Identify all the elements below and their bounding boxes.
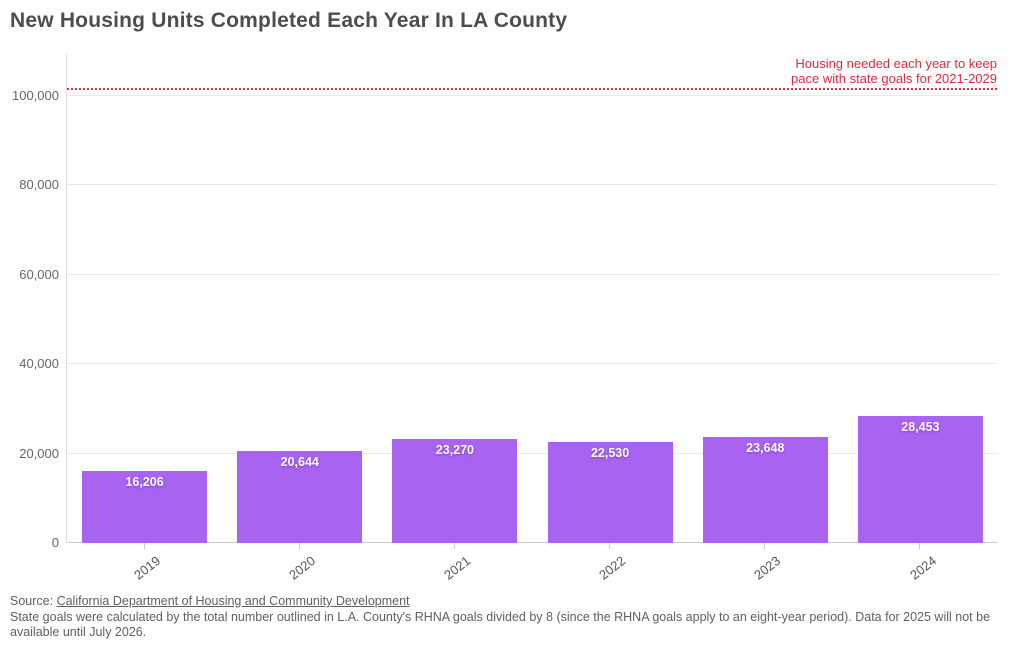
bar-value-label: 28,453	[901, 419, 940, 434]
goal-line-annotation: Housing needed each year to keep pace wi…	[791, 56, 997, 86]
plot-area: 0 20,000 40,000 60,000 80,000 100,000 16,206 20…	[12, 54, 998, 550]
bar-2023[interactable]: 23,648	[702, 437, 828, 543]
footnote: State goals were calculated by the total…	[10, 609, 991, 640]
x-tick	[609, 543, 611, 549]
bar-value-label: 16,206	[125, 474, 164, 489]
y-tick-label: 80,000	[19, 177, 59, 193]
y-tick-label: 20,000	[19, 445, 59, 461]
y-tick-label: 40,000	[19, 356, 59, 372]
x-tick-label-2023: 2023	[751, 553, 784, 583]
x-axis-line	[67, 542, 998, 543]
bar-value-label: 20,644	[280, 454, 319, 469]
source-line: Source: California Department of Housing…	[10, 594, 1012, 610]
gridline	[67, 95, 998, 96]
bar-2021[interactable]: 23,270	[392, 438, 518, 543]
gridline	[67, 452, 998, 454]
bar-2020[interactable]: 20,644	[237, 450, 363, 543]
x-tick	[453, 543, 455, 549]
bar-value-label: 23,648	[746, 441, 785, 456]
goal-annotation-line2: pace with state goals for 2021-2029	[791, 71, 997, 86]
bar-2022[interactable]: 22,530	[547, 442, 673, 543]
bar-2019[interactable]: 16,206	[82, 470, 208, 543]
source-link[interactable]: California Department of Housing and Com…	[56, 594, 410, 608]
x-tick-label-2019: 2019	[130, 553, 163, 583]
x-tick-label-2022: 2022	[596, 553, 629, 583]
x-tick	[919, 543, 921, 549]
x-tick	[764, 543, 766, 549]
y-tick-label: 60,000	[19, 266, 59, 282]
bar-value-label: 22,530	[590, 446, 630, 461]
gridline	[67, 273, 998, 275]
goal-annotation-line1: Housing needed each year to keep	[795, 56, 997, 71]
x-tick-label-2021: 2021	[441, 553, 474, 583]
x-tick	[143, 543, 145, 549]
bar-2024[interactable]: 28,453	[857, 415, 983, 543]
x-tick-label-2020: 2020	[285, 553, 318, 583]
y-tick-label: 0	[51, 535, 59, 550]
x-tick	[298, 543, 300, 549]
goal-dotted-line	[67, 88, 997, 91]
chart-footer: Source: California Department of Housing…	[10, 594, 1012, 641]
bar-value-label: 23,270	[435, 442, 475, 457]
source-prefix: Source:	[10, 594, 57, 608]
gridline	[67, 184, 998, 186]
x-tick-label-2024: 2024	[906, 553, 939, 583]
chart-title: New Housing Units Completed Each Year In…	[10, 9, 568, 32]
gridline	[67, 363, 998, 365]
y-tick-label: 100,000	[12, 88, 59, 103]
